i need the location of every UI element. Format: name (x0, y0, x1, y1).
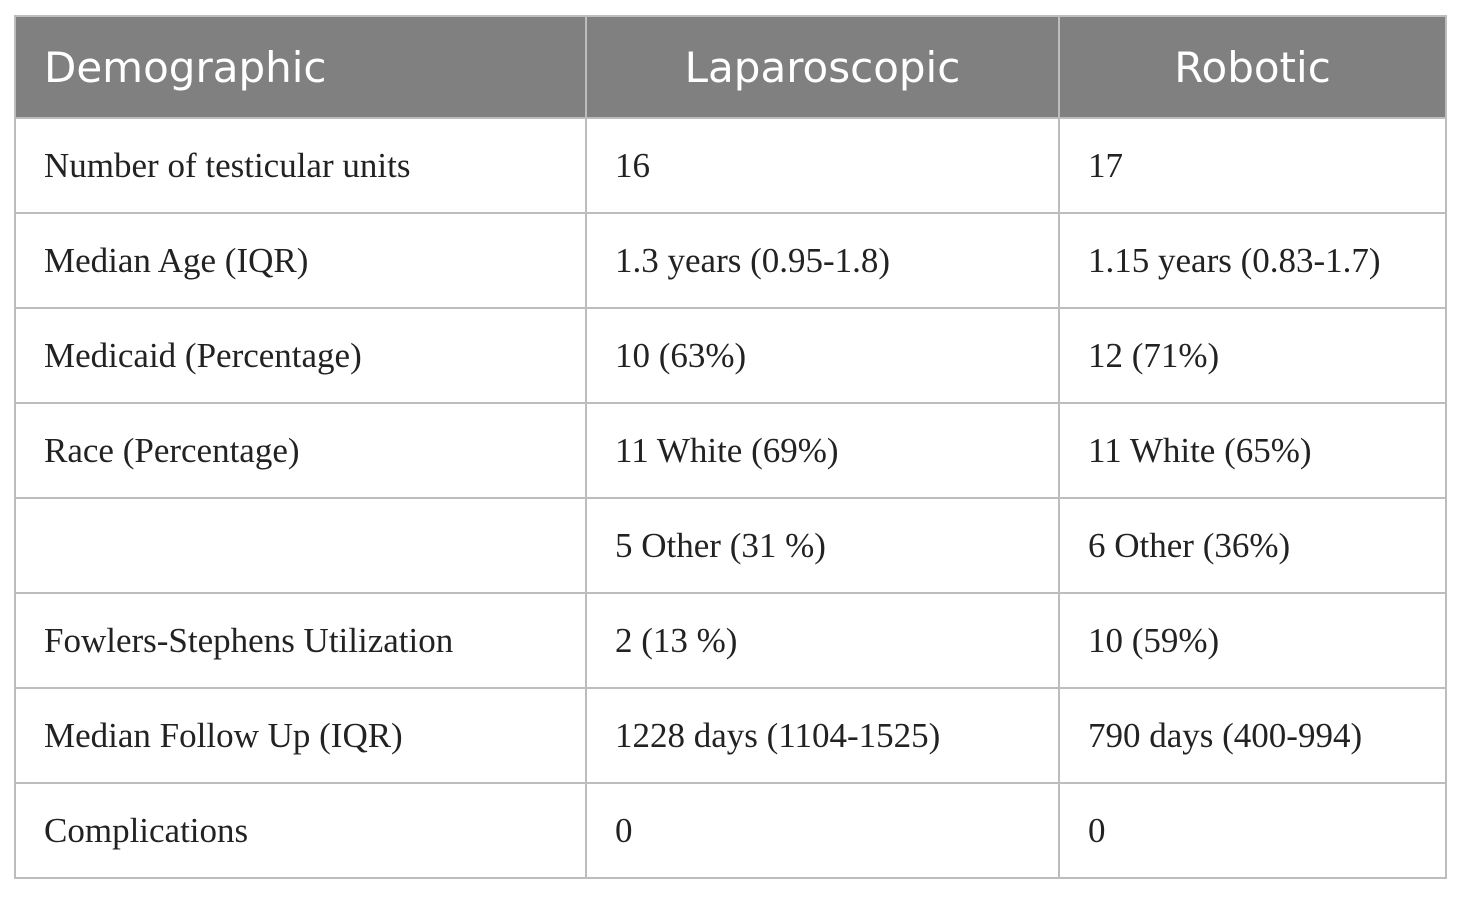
table-row: Median Follow Up (IQR) 1228 days (1104-15… (14, 687, 1447, 784)
table-cell: 1228 days (1104-1525) (585, 687, 1060, 784)
table-cell: Medicaid (Percentage) (14, 307, 587, 404)
table-cell: 0 (585, 782, 1060, 879)
table-cell: 2 (13 %) (585, 592, 1060, 689)
table-cell: 6 Other (36%) (1058, 497, 1447, 594)
table-cell: 16 (585, 117, 1060, 214)
table-row: Number of testicular units 16 17 (14, 117, 1447, 214)
table-row: Medicaid (Percentage) 10 (63%) 12 (71%) (14, 307, 1447, 404)
table-body: Number of testicular units 16 17 Median Age… (14, 117, 1447, 879)
table-row: 5 Other (31 %) 6 Other (36%) (14, 497, 1447, 594)
demographics-table: Demographic Laparoscopic Robotic Number of… (14, 15, 1447, 879)
table-cell: Fowlers-Stephens Utilization (14, 592, 587, 689)
table-cell: 790 days (400-994) (1058, 687, 1447, 784)
table-cell: 10 (59%) (1058, 592, 1447, 689)
table-cell: 17 (1058, 117, 1447, 214)
table-cell (14, 497, 587, 594)
table-cell: 10 (63%) (585, 307, 1060, 404)
table-cell: Median Follow Up (IQR) (14, 687, 587, 784)
table-cell: 1.15 years (0.83-1.7) (1058, 212, 1447, 309)
table-row: Complications 0 0 (14, 782, 1447, 879)
table-cell: 11 White (65%) (1058, 402, 1447, 499)
table-cell: Median Age (IQR) (14, 212, 587, 309)
table-cell: 1.3 years (0.95-1.8) (585, 212, 1060, 309)
table-row: Fowlers-Stephens Utilization 2 (13 %) 10 (… (14, 592, 1447, 689)
table-cell: Number of testicular units (14, 117, 587, 214)
table-cell: 0 (1058, 782, 1447, 879)
table-cell: 11 White (69%) (585, 402, 1060, 499)
header-cell: Demographic (14, 15, 587, 119)
header-cell: Laparoscopic (585, 15, 1060, 119)
table-cell: 5 Other (31 %) (585, 497, 1060, 594)
table-cell: Complications (14, 782, 587, 879)
header-row: Demographic Laparoscopic Robotic (14, 15, 1447, 119)
table-row: Median Age (IQR) 1.3 years (0.95-1.8) 1.15… (14, 212, 1447, 309)
header-cell: Robotic (1058, 15, 1447, 119)
table-cell: Race (Percentage) (14, 402, 587, 499)
table-row: Race (Percentage) 11 White (69%) 11 White … (14, 402, 1447, 499)
table-cell: 12 (71%) (1058, 307, 1447, 404)
